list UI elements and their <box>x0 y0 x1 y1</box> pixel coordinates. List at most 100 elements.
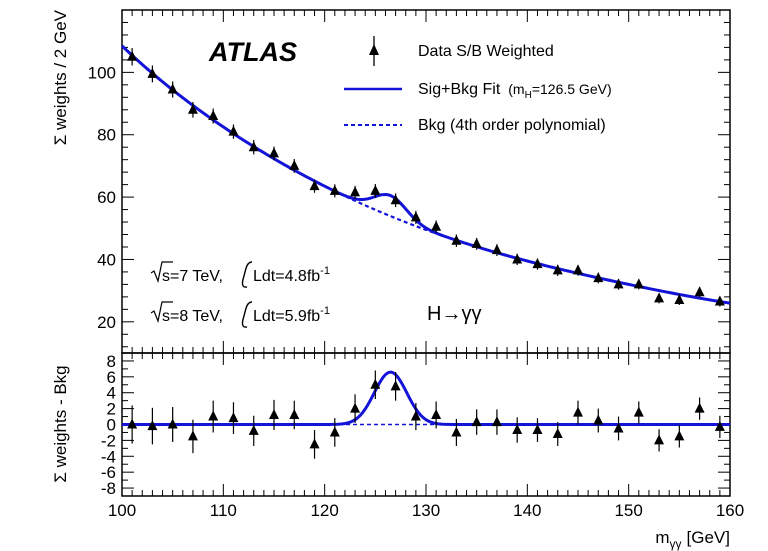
x-axis-title-unit: [GeV] <box>687 528 730 547</box>
x-tick-label: 150 <box>614 501 642 520</box>
residual-data-point <box>593 414 604 425</box>
residual-data-point <box>167 418 178 429</box>
main-data-point <box>187 103 198 114</box>
residual-data-point <box>208 410 219 421</box>
main-data-point <box>552 264 563 275</box>
main-data-point <box>633 278 644 289</box>
x-axis-title-subscript: γγ <box>670 537 682 551</box>
luminosity-annotation-7tev: s=7 TeV, Ldt=4.8fb-1 <box>150 261 330 288</box>
y-tick-label-residual: 6 <box>107 368 116 387</box>
residual-data-point <box>451 426 462 437</box>
x-tick-label: 100 <box>108 501 136 520</box>
legend-fit-label: Sig+Bkg Fit (mH=126.5 GeV) <box>418 81 612 101</box>
main-data-point <box>350 186 361 197</box>
residual-data-point <box>187 430 198 441</box>
main-data-point <box>269 147 279 158</box>
residual-signal-curve <box>122 370 730 426</box>
residual-data-point <box>532 424 543 435</box>
main-data-point <box>613 278 624 289</box>
y-tick-label-main: 100 <box>88 63 116 82</box>
main-data-point <box>573 264 583 275</box>
main-data-point <box>370 184 381 195</box>
x-tick-label: 130 <box>412 501 440 520</box>
y-tick-label-residual: -8 <box>101 479 116 498</box>
main-data-point <box>329 184 340 195</box>
residual-data-point <box>269 408 279 419</box>
svg-text:Ldt=4.8fb-1: Ldt=4.8fb-1 <box>253 265 330 285</box>
residual-panel-curves <box>122 370 730 426</box>
y-tick-label-main: 80 <box>97 126 116 145</box>
x-tick-label: 160 <box>716 501 744 520</box>
svg-text:s=8 TeV,: s=8 TeV, <box>162 308 223 325</box>
y-tick-label-residual: -6 <box>101 463 116 482</box>
residual-data-point <box>370 378 381 389</box>
main-data-point <box>451 234 462 245</box>
y-tick-label-main: 20 <box>97 313 116 332</box>
residual-data-point <box>431 408 442 419</box>
luminosity-annotation-8tev: s=8 TeV, Ldt=5.9fb-1 <box>150 301 330 328</box>
svg-text:s=7 TeV,: s=7 TeV, <box>162 268 223 285</box>
x-axis-title: mγγ [GeV] <box>655 528 730 551</box>
integral-sign-icon <box>241 301 253 328</box>
main-data-point <box>714 295 725 306</box>
main-data-point <box>167 83 178 94</box>
residual-data-point <box>228 412 239 423</box>
residual-data-point <box>471 416 482 427</box>
legend-data-label: Data S/B Weighted <box>418 43 554 60</box>
residual-data-point <box>329 426 340 437</box>
residual-data-point <box>147 420 158 431</box>
residual-data-point <box>289 408 300 419</box>
x-tick-label: 110 <box>210 501 237 520</box>
residual-data-point <box>654 434 665 445</box>
y-tick-label-residual: 0 <box>107 416 116 435</box>
main-data-point <box>309 180 320 191</box>
legend-fit-mass-value: =126.5 GeV) <box>532 81 612 97</box>
residual-data-point <box>633 406 644 417</box>
residual-data-point <box>390 380 401 391</box>
main-data-point <box>208 110 219 121</box>
svg-text:Ldt=5.9fb-1: Ldt=5.9fb-1 <box>253 305 330 325</box>
y-tick-label-residual: 4 <box>107 384 116 403</box>
main-panel-data-points <box>127 48 725 307</box>
residual-data-point <box>410 410 421 421</box>
residual-data-point <box>613 422 624 433</box>
energy-8tev: s=8 TeV, <box>162 308 223 325</box>
main-panel-curves <box>120 44 731 305</box>
residual-data-point <box>127 418 138 429</box>
main-data-point <box>127 50 138 61</box>
main-data-point <box>410 211 421 222</box>
x-tick-label: 120 <box>310 501 338 520</box>
experiment-label: ATLAS <box>208 37 297 67</box>
residual-data-point <box>552 428 563 439</box>
main-data-point <box>228 125 239 136</box>
luminosity-8tev: Ldt=5.9fb <box>253 308 320 325</box>
x-axis-title-m: m <box>655 528 669 547</box>
y-tick-label-residual: -4 <box>101 447 116 466</box>
main-data-point <box>491 244 502 255</box>
main-data-point <box>431 220 442 231</box>
luminosity-8tev-exponent: -1 <box>320 305 330 317</box>
process-label: H→γγ <box>427 303 481 325</box>
legend: Data S/B Weighted Sig+Bkg Fit (mH=126.5 G… <box>344 36 612 134</box>
main-data-point <box>471 237 482 248</box>
main-data-point <box>147 67 158 78</box>
residual-data-point <box>573 406 583 417</box>
main-panel-ticks: 20 40 60 80 100 <box>88 9 731 353</box>
residual-data-point <box>309 438 320 449</box>
main-data-point <box>694 286 705 297</box>
residual-y-axis-title: Σ weights - Bkg <box>51 365 70 482</box>
legend-bkg-label: Bkg (4th order polynomial) <box>418 117 606 134</box>
y-tick-label-residual: -2 <box>101 431 116 450</box>
luminosity-7tev: Ldt=4.8fb <box>253 268 320 285</box>
integral-sign-icon <box>241 261 253 288</box>
sqrt-sign-icon <box>150 261 173 284</box>
sqrt-sign-icon <box>150 301 173 324</box>
energy-7tev: s=7 TeV, <box>162 268 223 285</box>
main-y-axis-title: Σ weights / 2 GeV <box>51 9 70 145</box>
legend-fit-mass-subscript: H <box>525 90 532 101</box>
legend-fit-mass-prefix: (m <box>508 81 524 97</box>
legend-data-marker <box>369 36 379 66</box>
residual-panel-data-points <box>127 370 725 459</box>
